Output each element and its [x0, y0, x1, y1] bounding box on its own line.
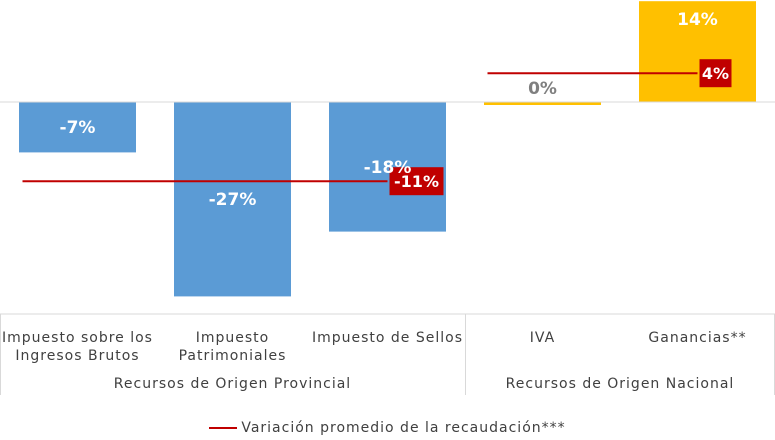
average-label-0: -11%: [394, 172, 439, 191]
bar-0: [19, 102, 136, 153]
group-label-0: Recursos de Origen Provincial: [114, 376, 351, 392]
legend-label: Variación promedio de la recaudación***: [241, 420, 566, 436]
category-label-0: Impuesto sobre los Ingresos Brutos: [2, 330, 153, 364]
legend-line-swatch: [209, 427, 238, 429]
bar-value-label-1: -27%: [209, 190, 257, 210]
bar-value-label-3: 0%: [528, 79, 557, 99]
bar-1: [174, 102, 291, 297]
bar-value-label-2: -18%: [364, 158, 412, 178]
group-label-1: Recursos de Origen Nacional: [506, 376, 735, 392]
category-label-4: Ganancias**: [648, 330, 746, 346]
category-label-3: IVA: [530, 330, 555, 346]
average-label-box-1: [699, 59, 732, 88]
bar-3: [484, 102, 601, 105]
bar-value-label-4: 14%: [677, 10, 718, 30]
bar-2: [329, 102, 446, 232]
category-label-1: Impuesto Patrimoniales: [179, 330, 287, 364]
average-label-1: 4%: [702, 64, 729, 83]
category-label-2: Impuesto de Sellos: [312, 330, 463, 346]
bar-chart: -11% 4% -7% -27% -18% 0% 14% Impuesto sobre l…: [0, 1, 775, 395]
legend: Variación promedio de la recaudación***: [0, 420, 775, 436]
bar-4: [639, 1, 756, 103]
average-label-box-0: [389, 167, 444, 196]
bar-value-label-0: -7%: [60, 118, 96, 138]
